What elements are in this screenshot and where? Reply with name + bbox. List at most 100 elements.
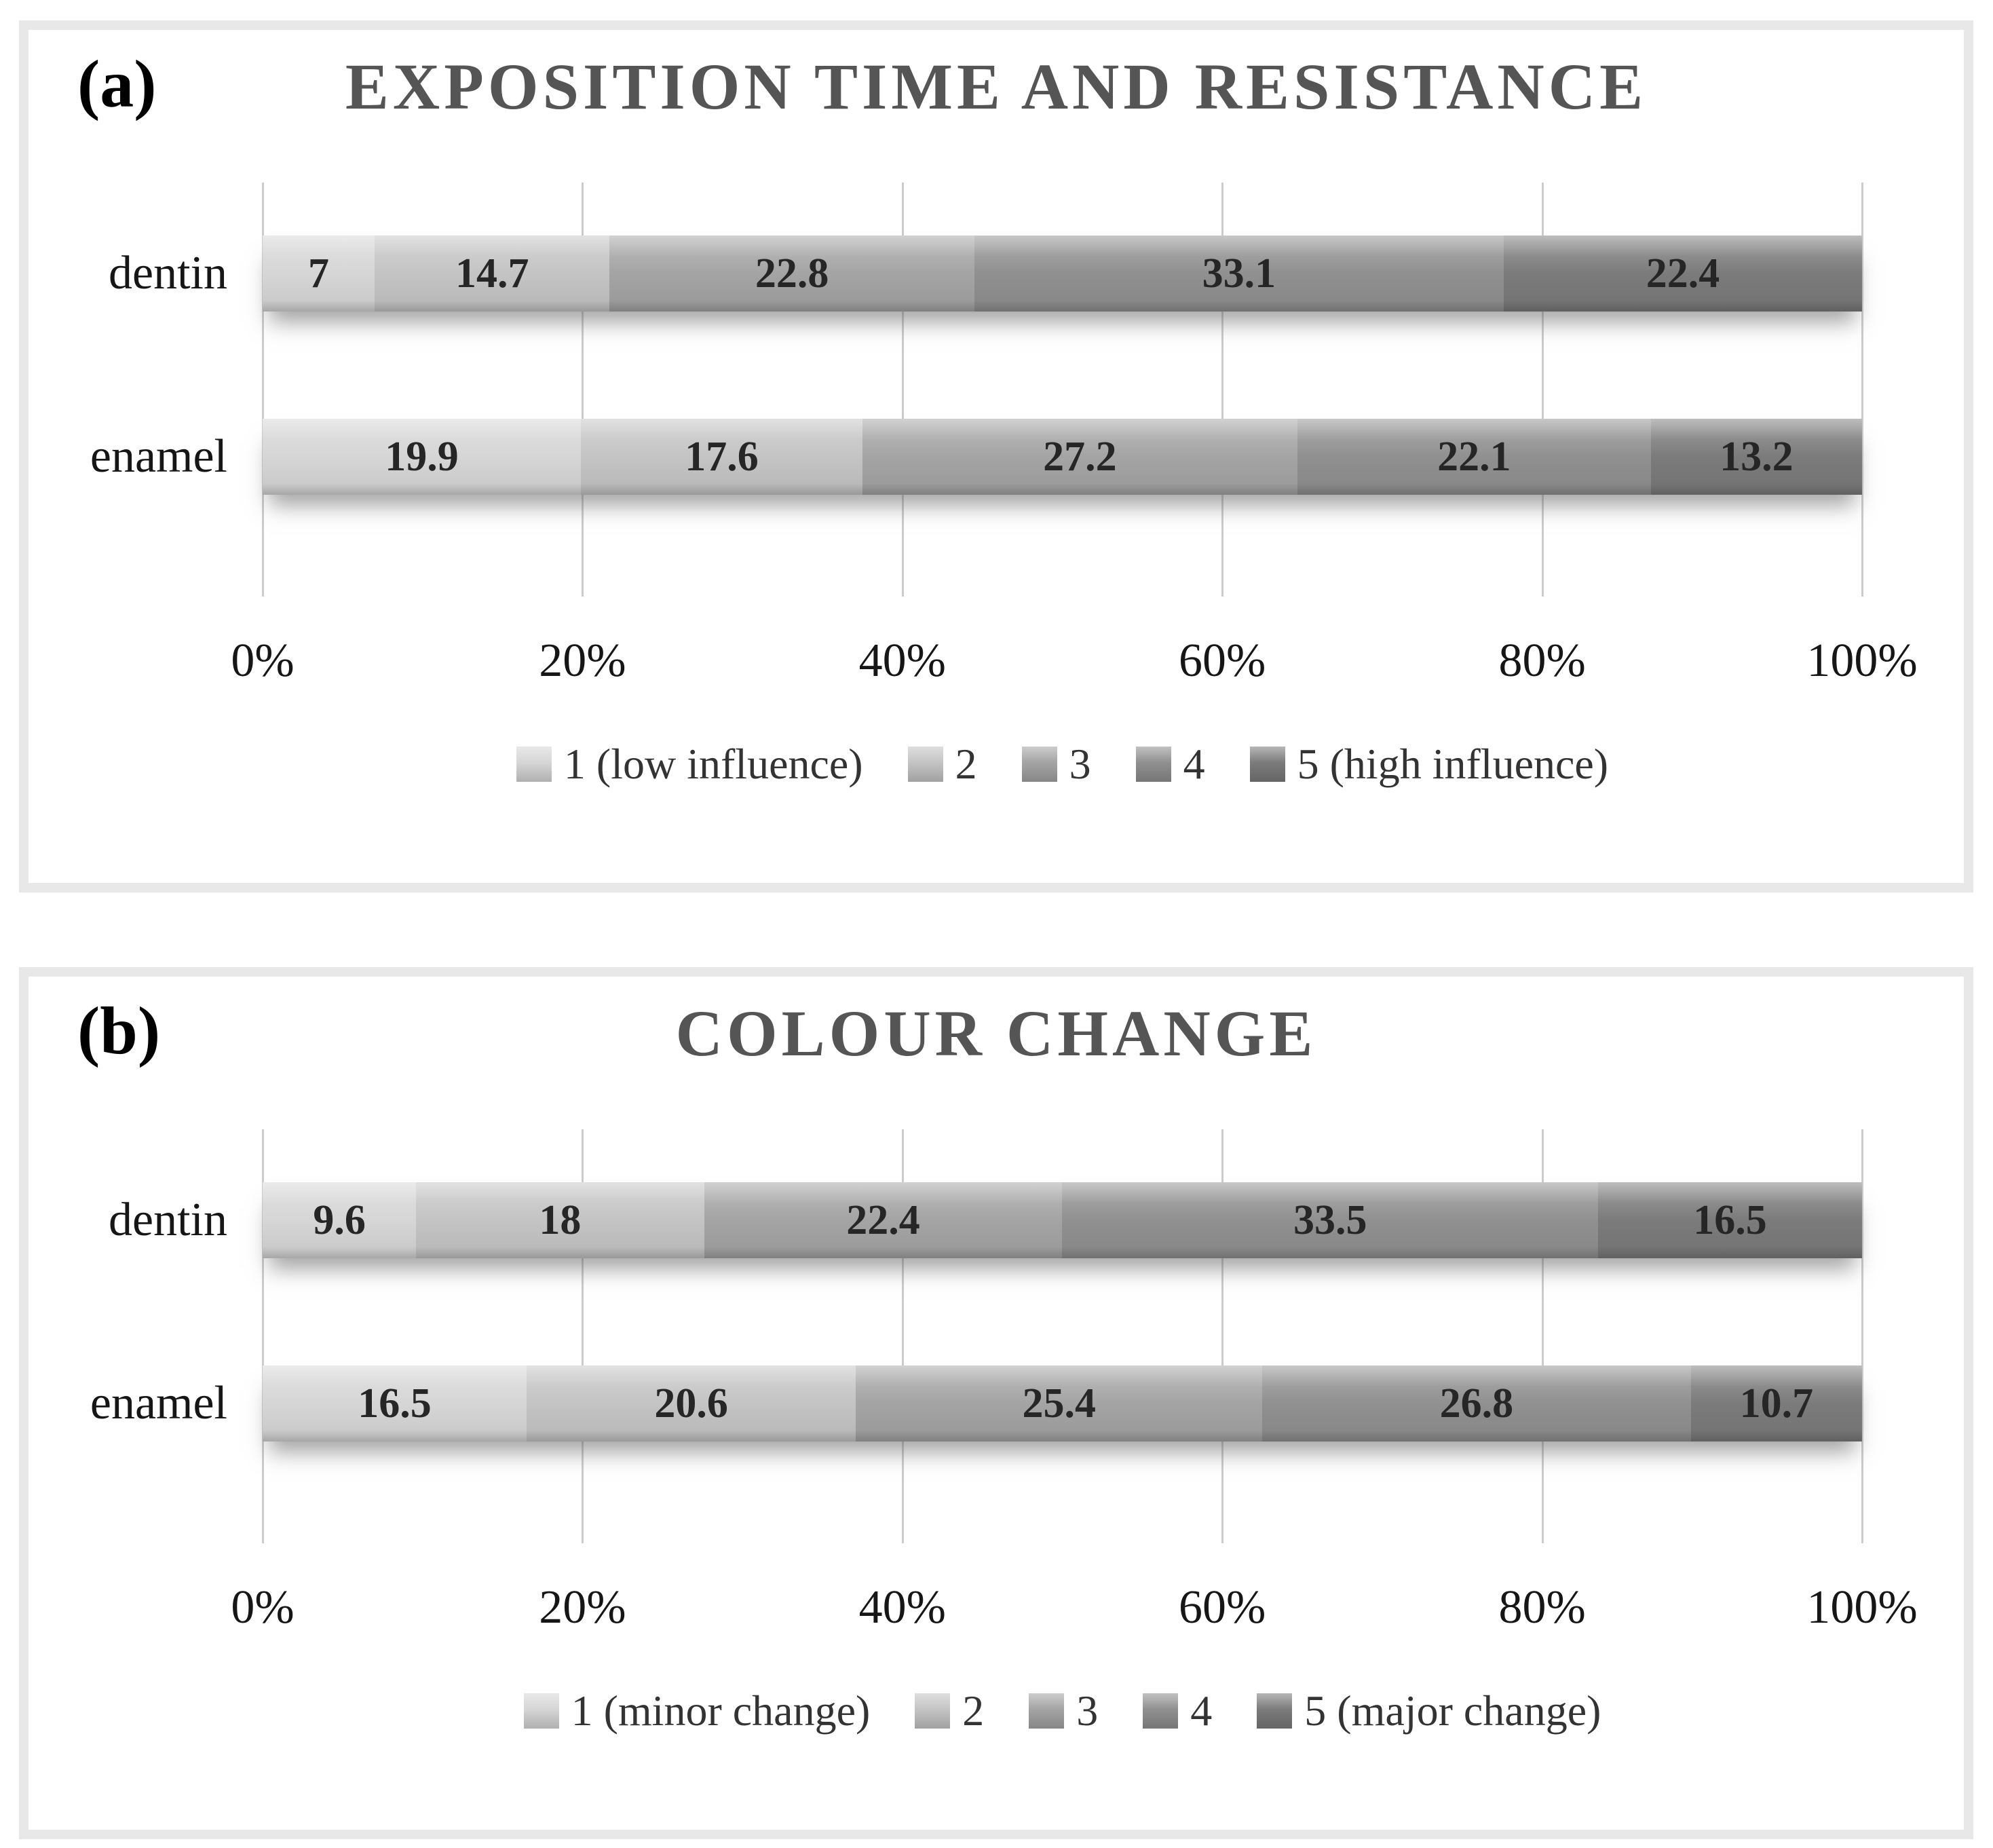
panel-label-a: (a) [77,46,157,121]
legend-item: 4 [1143,1686,1212,1736]
legend-item: 3 [1029,1686,1098,1736]
bar-value-label: 22.8 [755,250,829,297]
bar-segment-dentin-3: 22.4 [704,1182,1063,1258]
gridline [1541,1129,1544,1543]
gridline [1861,183,1863,597]
x-tick-label: 40% [858,635,946,687]
bar-segment-enamel-5: 10.7 [1690,1365,1862,1441]
legend-swatch-icon [1021,747,1057,782]
legend-item: 3 [1021,739,1091,789]
bar-value-label: 16.5 [1693,1196,1767,1243]
legend-swatch-icon [1143,1693,1179,1729]
gridline [901,1129,904,1543]
x-tick-label: 20% [539,635,626,687]
x-axis-ticks-b: 0% 20% 40% 60% 80% 100% [231,1581,1917,1645]
x-axis-ticks-a: 0% 20% 40% 60% 80% 100% [231,634,1917,698]
bar-value-label: 22.4 [846,1196,920,1243]
x-tick-label: 60% [1179,635,1266,687]
category-label-dentin: dentin [109,1194,227,1246]
legend-label: 1 (minor change) [571,1686,871,1735]
legend-item: 2 [915,1686,984,1736]
legend-item: 4 [1135,739,1205,789]
bar-value-label: 33.1 [1202,250,1276,297]
bar-segment-dentin-5: 22.4 [1504,235,1862,312]
category-label-dentin: dentin [109,247,227,299]
legend-item: 1 (low influence) [516,739,863,789]
legend-swatch-icon [1257,1693,1293,1729]
legend-swatch-icon [1249,747,1285,782]
bar-segment-enamel-3: 27.2 [862,419,1297,495]
x-tick-label: 0% [231,635,295,687]
legend-b: 1 (minor change) 2 3 4 5 (major change) [263,1677,1862,1745]
bar-segment-dentin-1: 7 [263,235,375,312]
gridline [262,183,264,597]
legend-item: 1 (minor change) [523,1686,871,1736]
bar-value-label: 18 [539,1196,582,1243]
gridline [582,183,584,597]
category-label-enamel: enamel [90,1377,227,1429]
bar-value-label: 13.2 [1720,433,1793,480]
legend-label: 5 (high influence) [1297,740,1609,788]
x-tick-label: 80% [1498,635,1586,687]
bar-value-label: 16.5 [358,1380,432,1427]
bar-segment-enamel-2: 17.6 [581,419,862,495]
legend-swatch-icon [523,1693,559,1729]
legend-swatch-icon [516,747,552,782]
gridline [582,1129,584,1543]
legend-label: 4 [1190,1686,1213,1735]
bar-segment-dentin-1: 9.6 [263,1182,417,1258]
bar-segment-enamel-5: 13.2 [1650,419,1862,495]
bar-segment-enamel-1: 16.5 [263,1365,527,1441]
gridline [1861,1129,1863,1543]
bar-value-label: 26.8 [1439,1380,1514,1427]
x-tick-label: 80% [1498,1581,1586,1634]
bar-value-label: 7 [307,250,329,297]
legend-label: 3 [1069,740,1091,788]
legend-swatch-icon [1135,747,1171,782]
legend-item: 5 (major change) [1257,1686,1601,1736]
panel-label-b: (b) [77,993,161,1068]
bar-value-label: 25.4 [1022,1380,1097,1427]
bar-value-label: 27.2 [1043,433,1117,480]
bar-segment-dentin-2: 14.7 [374,235,610,312]
x-tick-label: 100% [1806,1581,1918,1634]
bar-segment-enamel-3: 25.4 [856,1365,1263,1441]
bar-value-label: 33.5 [1293,1196,1367,1243]
bar-value-label: 20.6 [654,1380,728,1427]
legend-swatch-icon [907,747,943,782]
bar-segment-enamel-2: 20.6 [526,1365,856,1441]
gridline [1221,1129,1224,1543]
x-tick-label: 20% [539,1581,626,1634]
bar-segment-enamel-4: 22.1 [1297,419,1651,495]
category-label-enamel: enamel [90,430,227,483]
bar-row-dentin: dentin 7 14.7 22.8 33.1 22.4 [109,235,1862,312]
plot-area-b: dentin 9.6 18 22.4 33.5 16.5 enamel 16.5 20.6 25.… [90,1129,1863,1543]
legend-a: 1 (low influence) 2 3 4 5 (high influence) [263,730,1862,798]
bar-segment-dentin-4: 33.1 [974,235,1504,312]
bar-value-label: 22.1 [1437,433,1511,480]
gridline [901,183,904,597]
bar-row-enamel: enamel 19.9 17.6 27.2 22.1 13.2 [90,419,1862,495]
gridline [262,1129,264,1543]
bar-segment-enamel-4: 26.8 [1262,1365,1691,1441]
chart-title-a: EXPOSITION TIME AND RESISTANCE [345,50,1648,123]
bar-row-enamel: enamel 16.5 20.6 25.4 26.8 10.7 [90,1365,1862,1441]
legend-swatch-icon [915,1693,951,1729]
bar-value-label: 14.7 [455,250,529,297]
bar-value-label: 22.4 [1646,250,1720,297]
bar-segment-enamel-1: 19.9 [263,419,582,495]
bar-row-dentin: dentin 9.6 18 22.4 33.5 16.5 [109,1182,1862,1258]
chart-title-b: COLOUR CHANGE [675,997,1317,1070]
legend-label: 5 (major change) [1304,1686,1601,1735]
legend-label: 2 [955,740,977,788]
plot-area-a: dentin 7 14.7 22.8 33.1 22.4 enamel 19.9 17.6 27.… [90,183,1863,597]
bar-segment-dentin-5: 16.5 [1598,1182,1862,1258]
legend-item: 2 [907,739,977,789]
bar-value-label: 9.6 [313,1196,366,1243]
bar-segment-dentin-4: 33.5 [1062,1182,1599,1258]
legend-label: 3 [1076,1686,1099,1735]
legend-label: 1 (low influence) [563,740,863,788]
x-tick-label: 100% [1806,635,1918,687]
legend-label: 2 [962,1686,985,1735]
